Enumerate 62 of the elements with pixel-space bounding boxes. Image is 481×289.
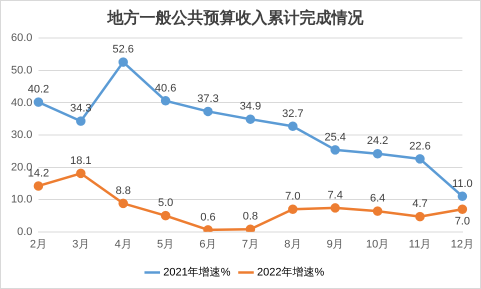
point [118,57,128,67]
point [415,212,425,222]
x-tick-label: 11月 [408,238,432,250]
y-tick-label: 40.0 [10,96,32,109]
data-label: 7.0 [285,190,300,203]
data-label: 0.8 [242,210,258,223]
point [34,181,44,191]
y-tick-label: 10.0 [10,194,32,206]
point [458,204,468,214]
x-tick-label: 7月 [242,238,259,250]
point [372,206,382,216]
point [330,145,340,155]
data-label: 18.1 [70,154,92,167]
data-label: 6.4 [370,192,386,205]
data-label: 4.7 [412,198,428,210]
data-label: 5.0 [158,197,174,210]
point [203,106,213,116]
data-label: 40.6 [154,82,176,94]
point [34,97,44,107]
point [288,122,298,132]
data-label: 24.2 [366,135,388,148]
point [118,198,128,208]
point [415,154,425,164]
data-label: 34.9 [240,100,262,113]
point [203,225,213,232]
data-label: 52.6 [112,44,134,56]
point [246,114,256,124]
data-label: 37.3 [197,92,219,105]
x-tick-label: 8月 [284,238,302,250]
y-tick-label: 50.0 [10,64,32,76]
point [330,203,340,213]
point [246,224,256,232]
x-tick-label: 5月 [157,238,174,250]
data-label: 11.0 [452,178,473,190]
data-label: 25.4 [324,131,346,144]
point [160,210,170,220]
data-label: 7.0 [454,216,470,228]
point [76,168,86,178]
chart-title: 地方一般公共预算收入累计完成情况 [106,8,364,27]
point [76,116,86,126]
point [372,148,382,158]
x-tick-label: 2月 [30,238,47,250]
x-tick-label: 4月 [114,238,132,250]
point [458,192,468,202]
data-label: 40.2 [28,84,50,96]
y-tick-label: 30.0 [10,129,32,142]
x-tick-label: 6月 [199,238,217,250]
legend-label: 2022年增速% [257,266,324,279]
y-tick-label: 0.0 [17,226,32,238]
x-tick-label: 12月 [450,238,474,250]
data-label: 0.6 [200,211,216,224]
x-tick-label: 9月 [326,238,344,250]
y-tick-label: 60.0 [10,32,32,44]
point [288,204,298,214]
x-tick-label: 10月 [366,238,390,250]
legend-label: 2021年增速% [163,266,231,279]
data-label: 32.7 [282,108,304,120]
data-label: 22.6 [409,140,431,152]
data-label: 7.4 [328,189,343,202]
point [160,96,170,106]
x-tick-label: 3月 [72,238,90,250]
data-label: 8.8 [116,184,131,197]
